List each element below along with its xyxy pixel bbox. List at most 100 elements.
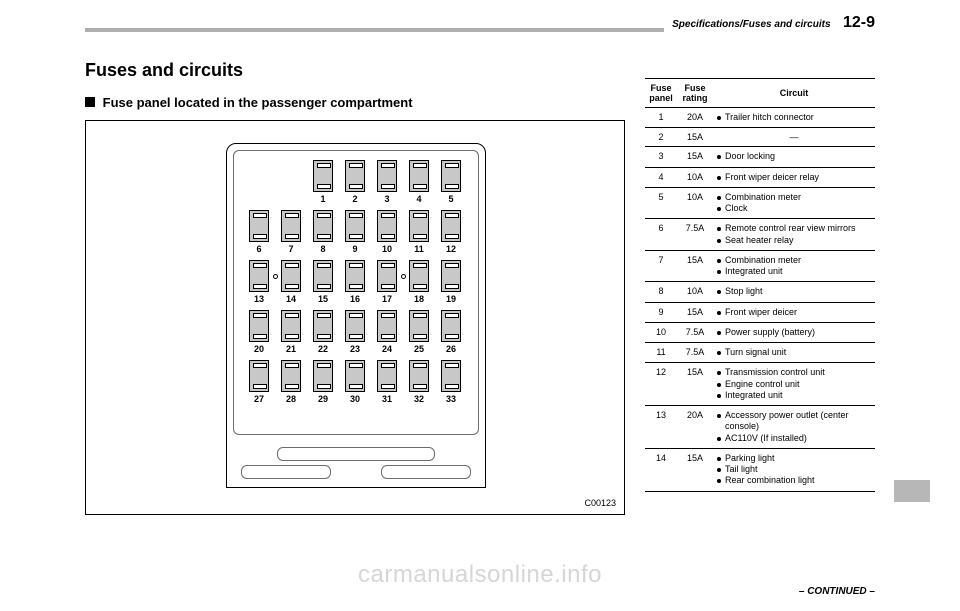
circuit-list: Combination meterIntegrated unit bbox=[715, 255, 873, 278]
table-row: 510ACombination meterClock bbox=[645, 187, 875, 219]
cell-panel: 9 bbox=[645, 302, 677, 322]
fuse-cell: 12 bbox=[435, 210, 467, 258]
fuse-number: 30 bbox=[339, 394, 371, 404]
cell-rating: 15A bbox=[677, 448, 713, 491]
circuit-item: Power supply (battery) bbox=[715, 327, 873, 338]
fusebox-outline: 1234567891011121314151617181920212223242… bbox=[226, 143, 486, 488]
cell-circuit: Stop light bbox=[713, 282, 875, 302]
fuse-icon bbox=[249, 310, 269, 342]
table-row: 715ACombination meterIntegrated unit bbox=[645, 250, 875, 282]
circuit-list: Front wiper deicer relay bbox=[715, 172, 873, 183]
circuit-item: Integrated unit bbox=[715, 390, 873, 401]
cell-rating: 15A bbox=[677, 363, 713, 406]
circuit-list: Power supply (battery) bbox=[715, 327, 873, 338]
fuse-number: 5 bbox=[435, 194, 467, 204]
fuse-cell: 25 bbox=[403, 310, 435, 358]
fuse-number: 14 bbox=[275, 294, 307, 304]
section-title: Specifications/Fuses and circuits bbox=[672, 19, 830, 30]
fuse-icon bbox=[249, 210, 269, 242]
fuse-cell: 23 bbox=[339, 310, 371, 358]
fuse-cell: 28 bbox=[275, 360, 307, 408]
fuse-icon bbox=[313, 260, 333, 292]
cell-rating: 10A bbox=[677, 282, 713, 302]
fuse-cell: 32 bbox=[403, 360, 435, 408]
fuse-number: 24 bbox=[371, 344, 403, 354]
page: Specifications/Fuses and circuits 12-9 F… bbox=[0, 0, 960, 611]
fuse-cell: 3 bbox=[371, 160, 403, 208]
cell-circuit: Front wiper deicer bbox=[713, 302, 875, 322]
circuit-list: Combination meterClock bbox=[715, 192, 873, 215]
fuse-row: 13141516171819 bbox=[243, 260, 471, 308]
cell-panel: 6 bbox=[645, 219, 677, 251]
circuit-list: Door locking bbox=[715, 151, 873, 162]
cell-panel: 12 bbox=[645, 363, 677, 406]
fuse-number: 25 bbox=[403, 344, 435, 354]
cell-panel: 5 bbox=[645, 187, 677, 219]
fuse-cell: 30 bbox=[339, 360, 371, 408]
cell-panel: 3 bbox=[645, 147, 677, 167]
fuse-number: 9 bbox=[339, 244, 371, 254]
square-bullet-icon bbox=[85, 97, 95, 107]
sub-heading-text: Fuse panel located in the passenger comp… bbox=[103, 95, 413, 110]
bottom-slot bbox=[381, 465, 471, 479]
table-row: 120ATrailer hitch connector bbox=[645, 108, 875, 128]
fuse-number: 21 bbox=[275, 344, 307, 354]
fuse-icon bbox=[249, 360, 269, 392]
fuse-number: 8 bbox=[307, 244, 339, 254]
fuse-row: 6789101112 bbox=[243, 210, 471, 258]
fuse-cell: 24 bbox=[371, 310, 403, 358]
circuit-list: Stop light bbox=[715, 286, 873, 297]
cell-circuit: Combination meterIntegrated unit bbox=[713, 250, 875, 282]
fuse-cell: 16 bbox=[339, 260, 371, 308]
fuse-cell: 21 bbox=[275, 310, 307, 358]
fuse-cell: 22 bbox=[307, 310, 339, 358]
circuit-list: Turn signal unit bbox=[715, 347, 873, 358]
fuse-icon bbox=[345, 210, 365, 242]
table-row: 107.5APower supply (battery) bbox=[645, 322, 875, 342]
fuse-cell: 13 bbox=[243, 260, 275, 308]
fuse-number: 26 bbox=[435, 344, 467, 354]
cell-panel: 4 bbox=[645, 167, 677, 187]
fuse-number: 23 bbox=[339, 344, 371, 354]
fuse-number: 4 bbox=[403, 194, 435, 204]
left-column: Fuses and circuits Fuse panel located in… bbox=[85, 60, 625, 515]
fuse-number: 3 bbox=[371, 194, 403, 204]
cell-panel: 2 bbox=[645, 128, 677, 147]
col-header: Fuse rating bbox=[677, 79, 713, 108]
cell-circuit: Transmission control unitEngine control … bbox=[713, 363, 875, 406]
cell-rating: 10A bbox=[677, 167, 713, 187]
circuit-item: Combination meter bbox=[715, 192, 873, 203]
fuse-icon bbox=[313, 160, 333, 192]
fuse-cell bbox=[243, 160, 275, 208]
fuse-number: 11 bbox=[403, 244, 435, 254]
fuse-number: 2 bbox=[339, 194, 371, 204]
cell-circuit: Power supply (battery) bbox=[713, 322, 875, 342]
right-column: Fuse panel Fuse rating Circuit 120ATrail… bbox=[645, 78, 875, 492]
fuse-icon bbox=[377, 260, 397, 292]
cell-circuit: Remote control rear view mirrorsSeat hea… bbox=[713, 219, 875, 251]
cell-rating: 7.5A bbox=[677, 219, 713, 251]
circuit-list: Parking lightTail lightRear combination … bbox=[715, 453, 873, 487]
fuse-icon bbox=[345, 260, 365, 292]
fuse-number: 1 bbox=[307, 194, 339, 204]
cell-panel: 1 bbox=[645, 108, 677, 128]
table-row: 117.5ATurn signal unit bbox=[645, 343, 875, 363]
circuit-item: Front wiper deicer bbox=[715, 307, 873, 318]
fuse-cell bbox=[275, 160, 307, 208]
cell-panel: 8 bbox=[645, 282, 677, 302]
fuse-row: 20212223242526 bbox=[243, 310, 471, 358]
fuse-number: 6 bbox=[243, 244, 275, 254]
side-tab bbox=[894, 480, 930, 502]
circuit-list: Remote control rear view mirrorsSeat hea… bbox=[715, 223, 873, 246]
cell-panel: 13 bbox=[645, 406, 677, 449]
fuse-icon bbox=[345, 160, 365, 192]
fuse-cell: 11 bbox=[403, 210, 435, 258]
fuse-cell: 5 bbox=[435, 160, 467, 208]
fuse-icon bbox=[377, 210, 397, 242]
fuse-icon bbox=[441, 360, 461, 392]
circuit-item: Accessory power outlet (center console) bbox=[715, 410, 873, 433]
fuse-cell: 8 bbox=[307, 210, 339, 258]
fuse-icon bbox=[249, 260, 269, 292]
fuse-icon bbox=[441, 210, 461, 242]
fuse-cell: 15 bbox=[307, 260, 339, 308]
